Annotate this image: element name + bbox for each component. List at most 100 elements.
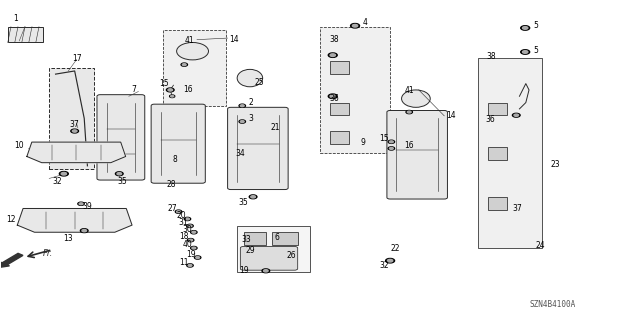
Text: Fr.: Fr. — [43, 249, 53, 258]
Text: 10: 10 — [15, 141, 24, 150]
Circle shape — [239, 120, 246, 123]
Circle shape — [330, 95, 335, 98]
Text: 16: 16 — [404, 141, 414, 150]
Bar — [49, 68, 94, 169]
Circle shape — [188, 239, 194, 242]
Circle shape — [171, 95, 173, 97]
Circle shape — [522, 26, 528, 29]
Circle shape — [521, 50, 530, 54]
Circle shape — [81, 229, 88, 233]
Circle shape — [388, 140, 394, 143]
Polygon shape — [27, 142, 125, 163]
Text: 5: 5 — [533, 21, 538, 30]
Circle shape — [177, 211, 180, 213]
Text: 14: 14 — [229, 35, 239, 44]
FancyBboxPatch shape — [97, 95, 145, 180]
Circle shape — [407, 111, 411, 113]
Circle shape — [386, 258, 394, 263]
Circle shape — [513, 113, 520, 117]
Text: 40: 40 — [182, 241, 193, 249]
Circle shape — [181, 63, 188, 66]
Text: 4: 4 — [362, 19, 367, 27]
Circle shape — [191, 231, 197, 234]
Text: 8: 8 — [172, 155, 177, 164]
Text: 27: 27 — [167, 204, 177, 213]
Circle shape — [195, 256, 201, 259]
Circle shape — [79, 203, 83, 205]
Text: 38: 38 — [330, 35, 339, 44]
Bar — [330, 131, 349, 144]
Text: 35: 35 — [239, 198, 248, 207]
Bar — [488, 103, 507, 115]
Circle shape — [521, 26, 530, 30]
Bar — [8, 27, 43, 42]
Text: 15: 15 — [379, 134, 388, 143]
Circle shape — [60, 172, 68, 176]
Text: 30: 30 — [182, 225, 193, 234]
Bar — [488, 197, 507, 210]
Circle shape — [61, 172, 67, 175]
Text: 41: 41 — [404, 86, 414, 95]
Text: 29: 29 — [245, 246, 255, 255]
FancyBboxPatch shape — [387, 110, 447, 199]
Circle shape — [241, 121, 244, 122]
Circle shape — [182, 64, 186, 66]
Circle shape — [168, 89, 173, 91]
Circle shape — [117, 173, 122, 175]
Text: 32: 32 — [379, 261, 388, 270]
Text: 3: 3 — [249, 114, 253, 123]
Text: 34: 34 — [236, 149, 245, 158]
Circle shape — [388, 147, 394, 150]
Text: 33: 33 — [242, 235, 252, 244]
Circle shape — [186, 218, 189, 220]
Circle shape — [192, 231, 196, 233]
Circle shape — [522, 51, 528, 53]
Circle shape — [262, 269, 269, 273]
Circle shape — [78, 202, 84, 205]
Text: 32: 32 — [52, 177, 62, 186]
Polygon shape — [17, 209, 132, 232]
Text: 21: 21 — [271, 123, 280, 132]
Circle shape — [166, 88, 174, 92]
Text: 37: 37 — [70, 120, 79, 129]
Text: 18: 18 — [180, 233, 189, 241]
Text: 1: 1 — [13, 14, 18, 23]
Circle shape — [239, 104, 246, 107]
Text: 39: 39 — [83, 203, 92, 211]
Text: 11: 11 — [179, 258, 188, 267]
Text: SZN4B4100A: SZN4B4100A — [529, 300, 576, 309]
Circle shape — [390, 147, 394, 149]
Text: 19: 19 — [239, 266, 248, 275]
Text: 36: 36 — [486, 115, 495, 124]
Circle shape — [406, 110, 412, 114]
Bar — [272, 232, 298, 245]
Text: 23: 23 — [551, 160, 561, 169]
Bar — [320, 27, 390, 153]
Circle shape — [196, 256, 200, 258]
Circle shape — [187, 264, 193, 267]
FancyBboxPatch shape — [241, 247, 298, 270]
Text: 19: 19 — [186, 250, 196, 259]
Text: 20: 20 — [176, 211, 186, 220]
Text: 28: 28 — [167, 180, 176, 189]
Circle shape — [71, 129, 79, 133]
Text: 22: 22 — [390, 243, 400, 253]
Text: 31: 31 — [179, 218, 188, 227]
Text: 24: 24 — [535, 241, 545, 250]
Circle shape — [82, 229, 86, 232]
Circle shape — [189, 239, 193, 241]
Text: 2: 2 — [249, 98, 253, 107]
Ellipse shape — [401, 90, 430, 107]
Bar — [237, 226, 310, 272]
Circle shape — [72, 130, 77, 132]
Circle shape — [192, 247, 196, 249]
Text: 25: 25 — [255, 78, 264, 86]
Text: 17: 17 — [72, 54, 81, 63]
Bar — [478, 58, 541, 248]
Text: 35: 35 — [118, 177, 127, 186]
Circle shape — [351, 24, 360, 28]
Ellipse shape — [237, 69, 262, 87]
Circle shape — [241, 105, 244, 107]
Text: 15: 15 — [159, 79, 169, 88]
Circle shape — [249, 195, 257, 199]
